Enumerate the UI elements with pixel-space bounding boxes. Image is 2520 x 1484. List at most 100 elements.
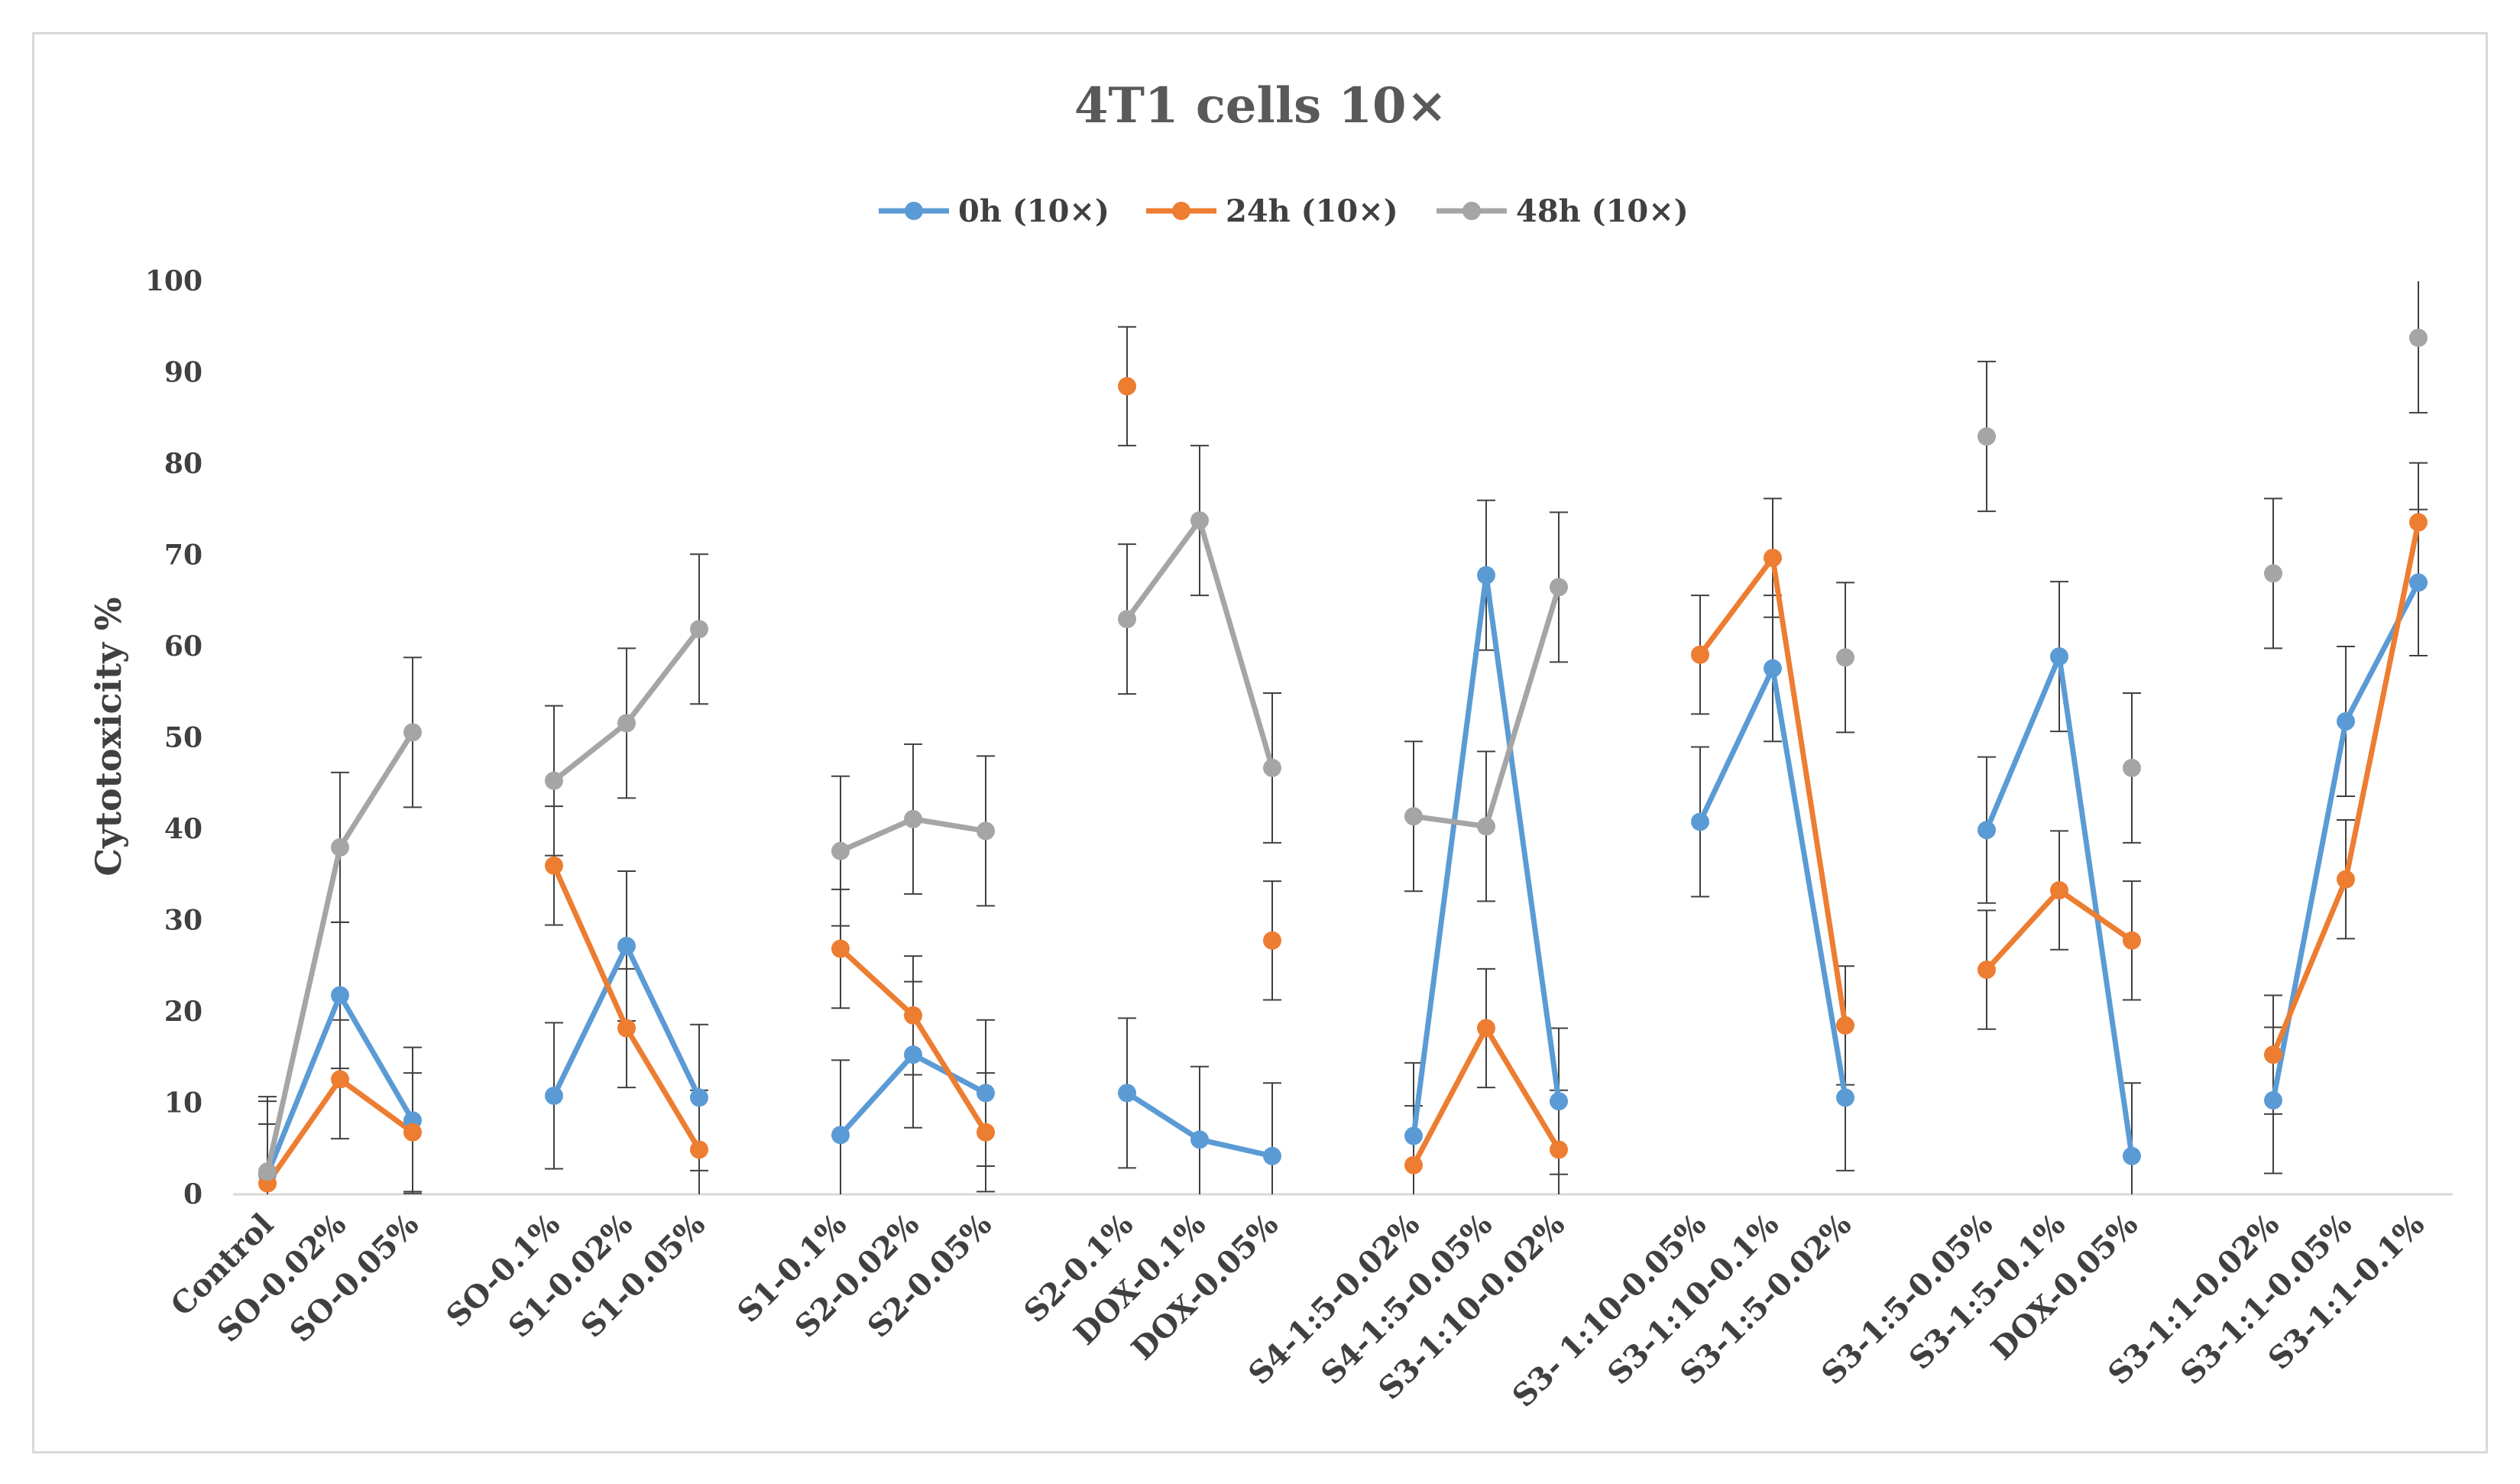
y-tick-label: 40 xyxy=(164,813,202,845)
data-point xyxy=(904,1045,922,1064)
series-line-segment xyxy=(2056,653,2135,1159)
data-point xyxy=(1691,645,1709,664)
y-tick-label: 50 xyxy=(164,722,202,754)
data-point xyxy=(1550,1140,1568,1159)
data-point xyxy=(403,1123,422,1142)
y-tick-label: 0 xyxy=(183,1178,202,1210)
series-line-segment xyxy=(1411,813,1489,829)
series-line-segment xyxy=(551,720,630,784)
data-point xyxy=(2264,1045,2282,1064)
data-point xyxy=(1836,1016,1854,1035)
data-point xyxy=(2123,758,2141,777)
series-line-segment xyxy=(1984,887,2062,973)
data-point xyxy=(1118,610,1136,629)
y-tick-label: 90 xyxy=(164,357,202,389)
data-point xyxy=(617,1019,636,1038)
series-line-segment xyxy=(1197,517,1275,771)
data-point xyxy=(1691,812,1709,831)
series-markers xyxy=(258,329,2428,1193)
data-point xyxy=(2123,931,2141,950)
y-axis-title: Cytotoxicity % xyxy=(88,597,129,876)
data-point xyxy=(690,620,708,639)
data-point xyxy=(1404,1126,1423,1145)
data-point xyxy=(617,936,636,955)
data-point xyxy=(1263,1146,1281,1165)
y-tick-label: 10 xyxy=(164,1087,202,1119)
series-line-segment xyxy=(910,816,989,834)
series-line-segment xyxy=(1697,555,1776,658)
data-point xyxy=(1118,377,1136,396)
series-line-segment xyxy=(624,1026,702,1152)
series-line-segment xyxy=(1124,517,1203,622)
legend-label: 0h (10×) xyxy=(958,193,1109,229)
y-axis-ticks: 0 10 20 30 40 50 60 70 80 90 100 xyxy=(145,265,202,1210)
data-point xyxy=(977,1123,995,1142)
legend-swatch-marker xyxy=(1172,202,1190,220)
data-point xyxy=(2264,564,2282,583)
series-line-segment xyxy=(1770,666,1848,1100)
legend-swatch-marker xyxy=(1462,202,1481,220)
data-point xyxy=(2409,573,2428,592)
series-line-segment xyxy=(1483,572,1562,1104)
data-point xyxy=(1836,1088,1854,1107)
data-point xyxy=(1977,961,1996,980)
data-point xyxy=(2050,647,2068,666)
data-point xyxy=(2123,1146,2141,1165)
error-bars xyxy=(258,281,2428,1194)
data-point xyxy=(1404,1155,1423,1175)
series-lines xyxy=(264,517,2421,1187)
series-line-segment xyxy=(1124,1090,1203,1142)
series-line-segment xyxy=(551,943,630,1099)
series-line-segment xyxy=(624,626,702,726)
data-point xyxy=(545,771,563,790)
data-point xyxy=(977,1084,995,1103)
legend-label: 48h (10×) xyxy=(1516,193,1689,229)
series-line-segment xyxy=(1984,653,2062,833)
data-point xyxy=(977,821,995,841)
data-point xyxy=(2337,870,2355,889)
data-point xyxy=(1977,821,1996,840)
series-line-segment xyxy=(264,1076,343,1187)
data-point xyxy=(2409,513,2428,532)
y-tick-label: 20 xyxy=(164,996,202,1028)
series-line-segment xyxy=(1770,555,1848,1029)
data-point xyxy=(545,1086,563,1105)
series-line-segment xyxy=(1411,1026,1489,1168)
data-point xyxy=(2264,1090,2282,1110)
series-line-segment xyxy=(1697,666,1776,825)
data-point xyxy=(1190,511,1209,530)
data-point xyxy=(1477,1019,1495,1038)
data-point xyxy=(1404,807,1423,826)
data-point xyxy=(690,1088,708,1107)
data-point xyxy=(403,723,422,742)
data-point xyxy=(1764,659,1782,678)
data-point xyxy=(1263,931,1281,950)
data-point xyxy=(545,856,563,875)
series-line-segment xyxy=(910,1013,989,1136)
data-point xyxy=(831,1126,850,1145)
data-point xyxy=(690,1140,708,1159)
data-point xyxy=(331,986,349,1005)
data-point xyxy=(331,838,349,857)
series-line-segment xyxy=(2270,718,2349,1103)
data-point xyxy=(1764,549,1782,568)
series-line-segment xyxy=(2270,876,2349,1058)
y-tick-label: 30 xyxy=(164,905,202,937)
series-line-segment xyxy=(1483,584,1562,829)
data-point xyxy=(1477,817,1495,836)
data-point xyxy=(1550,578,1568,597)
series-line-segment xyxy=(2343,519,2421,883)
data-point xyxy=(331,1070,349,1089)
data-point xyxy=(617,714,636,733)
data-point xyxy=(831,939,850,958)
y-tick-label: 100 xyxy=(145,265,202,297)
y-tick-label: 60 xyxy=(164,630,202,663)
series-line-segment xyxy=(1197,1136,1275,1159)
series-line-segment xyxy=(2343,579,2421,724)
data-point xyxy=(1477,565,1495,585)
chart-title: 4T1 cells 10× xyxy=(1074,77,1447,134)
data-point xyxy=(831,841,850,860)
chart-frame xyxy=(32,32,2488,1453)
